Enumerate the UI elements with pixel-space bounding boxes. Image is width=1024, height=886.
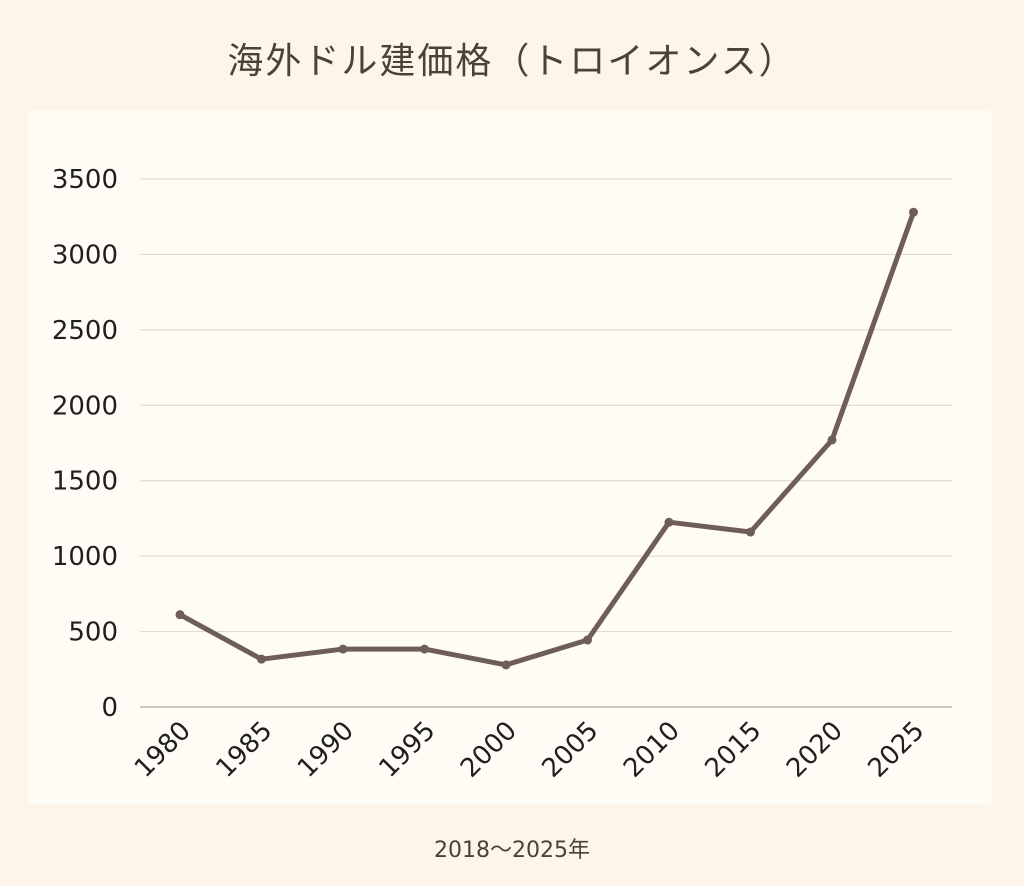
- data-point: [338, 644, 348, 654]
- data-point: [583, 635, 592, 645]
- x-tick-label: 2020: [781, 716, 849, 784]
- data-point: [746, 527, 755, 537]
- y-tick-label: 2500: [52, 316, 118, 346]
- x-tick-label: 1980: [129, 716, 197, 784]
- x-tick-label: 2010: [618, 716, 686, 784]
- x-tick-label: 2025: [862, 716, 930, 784]
- y-tick-label: 3000: [52, 240, 118, 270]
- y-tick-label: 1000: [52, 542, 118, 572]
- data-point: [827, 435, 837, 445]
- data-point: [257, 654, 266, 664]
- y-tick-label: 500: [68, 618, 118, 648]
- y-tick-label: 1500: [52, 467, 118, 497]
- y-tick-label: 3500: [52, 165, 118, 195]
- data-point: [175, 610, 185, 620]
- x-tick-label: 1990: [292, 716, 360, 784]
- period-note: 2018〜2025年: [434, 838, 590, 863]
- data-point: [420, 644, 429, 654]
- chart-panel: [28, 110, 992, 804]
- series-line: [177, 209, 916, 668]
- x-tick-label: 2000: [455, 716, 523, 784]
- x-tick-label: 2005: [536, 716, 604, 784]
- data-point: [501, 660, 511, 670]
- x-tick-label: 2015: [699, 716, 767, 784]
- x-tick-label: 1995: [373, 716, 441, 784]
- y-tick-label: 2000: [52, 391, 118, 421]
- chart-title: 海外ドル建価格（トロイオンス）: [227, 41, 797, 82]
- x-tick-label: 1985: [210, 716, 278, 784]
- data-point: [664, 517, 674, 527]
- y-tick-label: 0: [101, 693, 118, 723]
- data-point: [909, 207, 918, 217]
